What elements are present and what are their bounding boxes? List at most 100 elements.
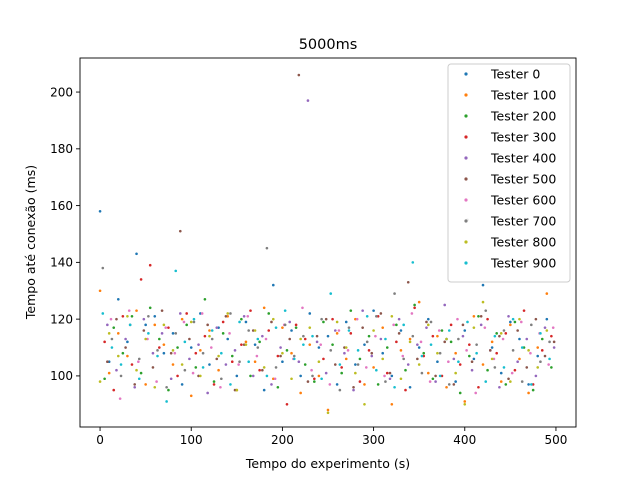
data-point-series-9 [402,323,405,327]
x-tick-label: 100 [180,433,203,447]
data-point-series-8 [344,346,348,349]
data-point-series-8 [417,363,421,366]
data-point-series-2 [285,349,289,352]
data-point-series-1 [199,349,202,352]
data-point-series-6 [364,366,368,369]
data-point-series-0 [499,371,503,375]
legend: Tester 0 Tester 100 Tester 200 Tester 300 Te… [447,63,571,283]
data-point-series-3 [249,309,252,312]
data-point-series-1 [271,377,275,381]
data-point-series-7 [192,320,196,324]
data-point-series-3 [331,317,334,321]
data-point-series-6 [209,346,213,349]
data-point-series-5 [333,363,337,366]
data-point-series-0 [408,385,412,389]
data-point-series-8 [217,354,220,358]
data-point-series-7 [520,380,524,383]
data-point-series-2 [294,326,298,329]
data-point-series-5 [543,354,547,358]
data-point-series-9 [466,320,469,324]
data-point-series-3 [212,383,216,386]
data-point-series-1 [481,363,485,366]
data-point-series-5 [507,377,510,381]
data-point-series-4 [388,377,392,381]
y-tick-label: 100 [50,369,73,383]
data-point-series-0 [454,380,457,383]
data-point-series-6 [465,349,468,352]
data-point-series-2 [468,354,471,358]
data-point-series-6 [310,368,313,372]
data-point-series-8 [381,357,385,361]
data-point-series-5 [379,312,383,315]
data-point-series-9 [165,400,168,403]
data-point-series-6 [273,377,277,381]
data-point-series-7 [320,317,323,321]
data-point-series-6 [228,332,231,335]
data-point-series-0 [527,383,530,386]
data-point-series-1 [135,309,138,312]
data-point-series-4 [251,374,255,378]
data-point-series-6 [383,374,386,378]
data-point-series-9 [302,343,305,346]
data-point-series-7 [329,349,333,352]
data-point-series-3 [395,340,398,344]
data-point-series-3 [194,351,198,355]
data-point-series-7 [229,312,232,315]
data-point-series-3 [148,263,152,267]
data-point-series-5 [552,340,556,344]
data-point-series-9 [475,351,478,355]
data-point-series-0 [271,283,275,287]
data-point-series-8 [107,332,111,335]
data-point-series-3 [322,357,325,361]
data-point-series-7 [493,366,497,369]
x-tick-label: 300 [362,433,385,447]
data-point-series-6 [137,360,140,364]
legend-marker [464,93,468,97]
data-point-series-5 [406,280,410,284]
data-point-series-7 [274,366,278,369]
data-point-series-3 [431,334,435,338]
data-point-series-6 [456,317,459,321]
data-point-series-9 [447,329,451,332]
data-point-series-9 [137,377,141,381]
data-point-series-7 [447,383,451,386]
data-point-series-7 [475,343,478,346]
data-point-series-2 [495,332,498,335]
data-point-series-6 [392,323,395,327]
data-point-series-9 [156,354,159,358]
data-point-series-0 [299,374,302,378]
data-point-series-6 [191,371,195,375]
data-point-series-2 [404,368,407,372]
data-point-series-1 [281,326,284,329]
data-point-series-9 [347,329,351,332]
data-point-series-2 [358,357,362,361]
data-point-series-1 [299,391,302,395]
data-point-series-7 [384,380,387,383]
data-point-series-9 [119,363,123,366]
data-point-series-5 [306,380,310,383]
data-point-series-7 [156,349,159,352]
data-point-series-3 [167,326,170,329]
data-point-series-7 [539,360,542,364]
data-point-series-6 [155,380,158,383]
data-point-series-7 [174,332,178,335]
data-point-series-2 [258,340,261,344]
data-point-series-7 [511,349,515,352]
data-point-series-8 [308,326,312,329]
data-point-series-5 [470,360,474,364]
data-point-series-7 [147,315,150,318]
data-point-series-9 [247,360,250,364]
data-point-series-8 [290,377,293,381]
data-point-series-6 [337,329,341,332]
data-point-series-2 [148,306,152,310]
data-point-series-8 [390,315,394,318]
data-point-series-3 [294,323,298,327]
legend-marker [464,219,468,223]
data-point-series-9 [128,323,132,327]
data-point-series-5 [160,309,164,312]
data-point-series-7 [201,351,205,355]
data-point-series-9 [530,383,533,386]
data-point-series-1 [208,329,211,332]
data-point-series-0 [509,320,512,324]
legend-label: Tester 600 [490,193,556,208]
